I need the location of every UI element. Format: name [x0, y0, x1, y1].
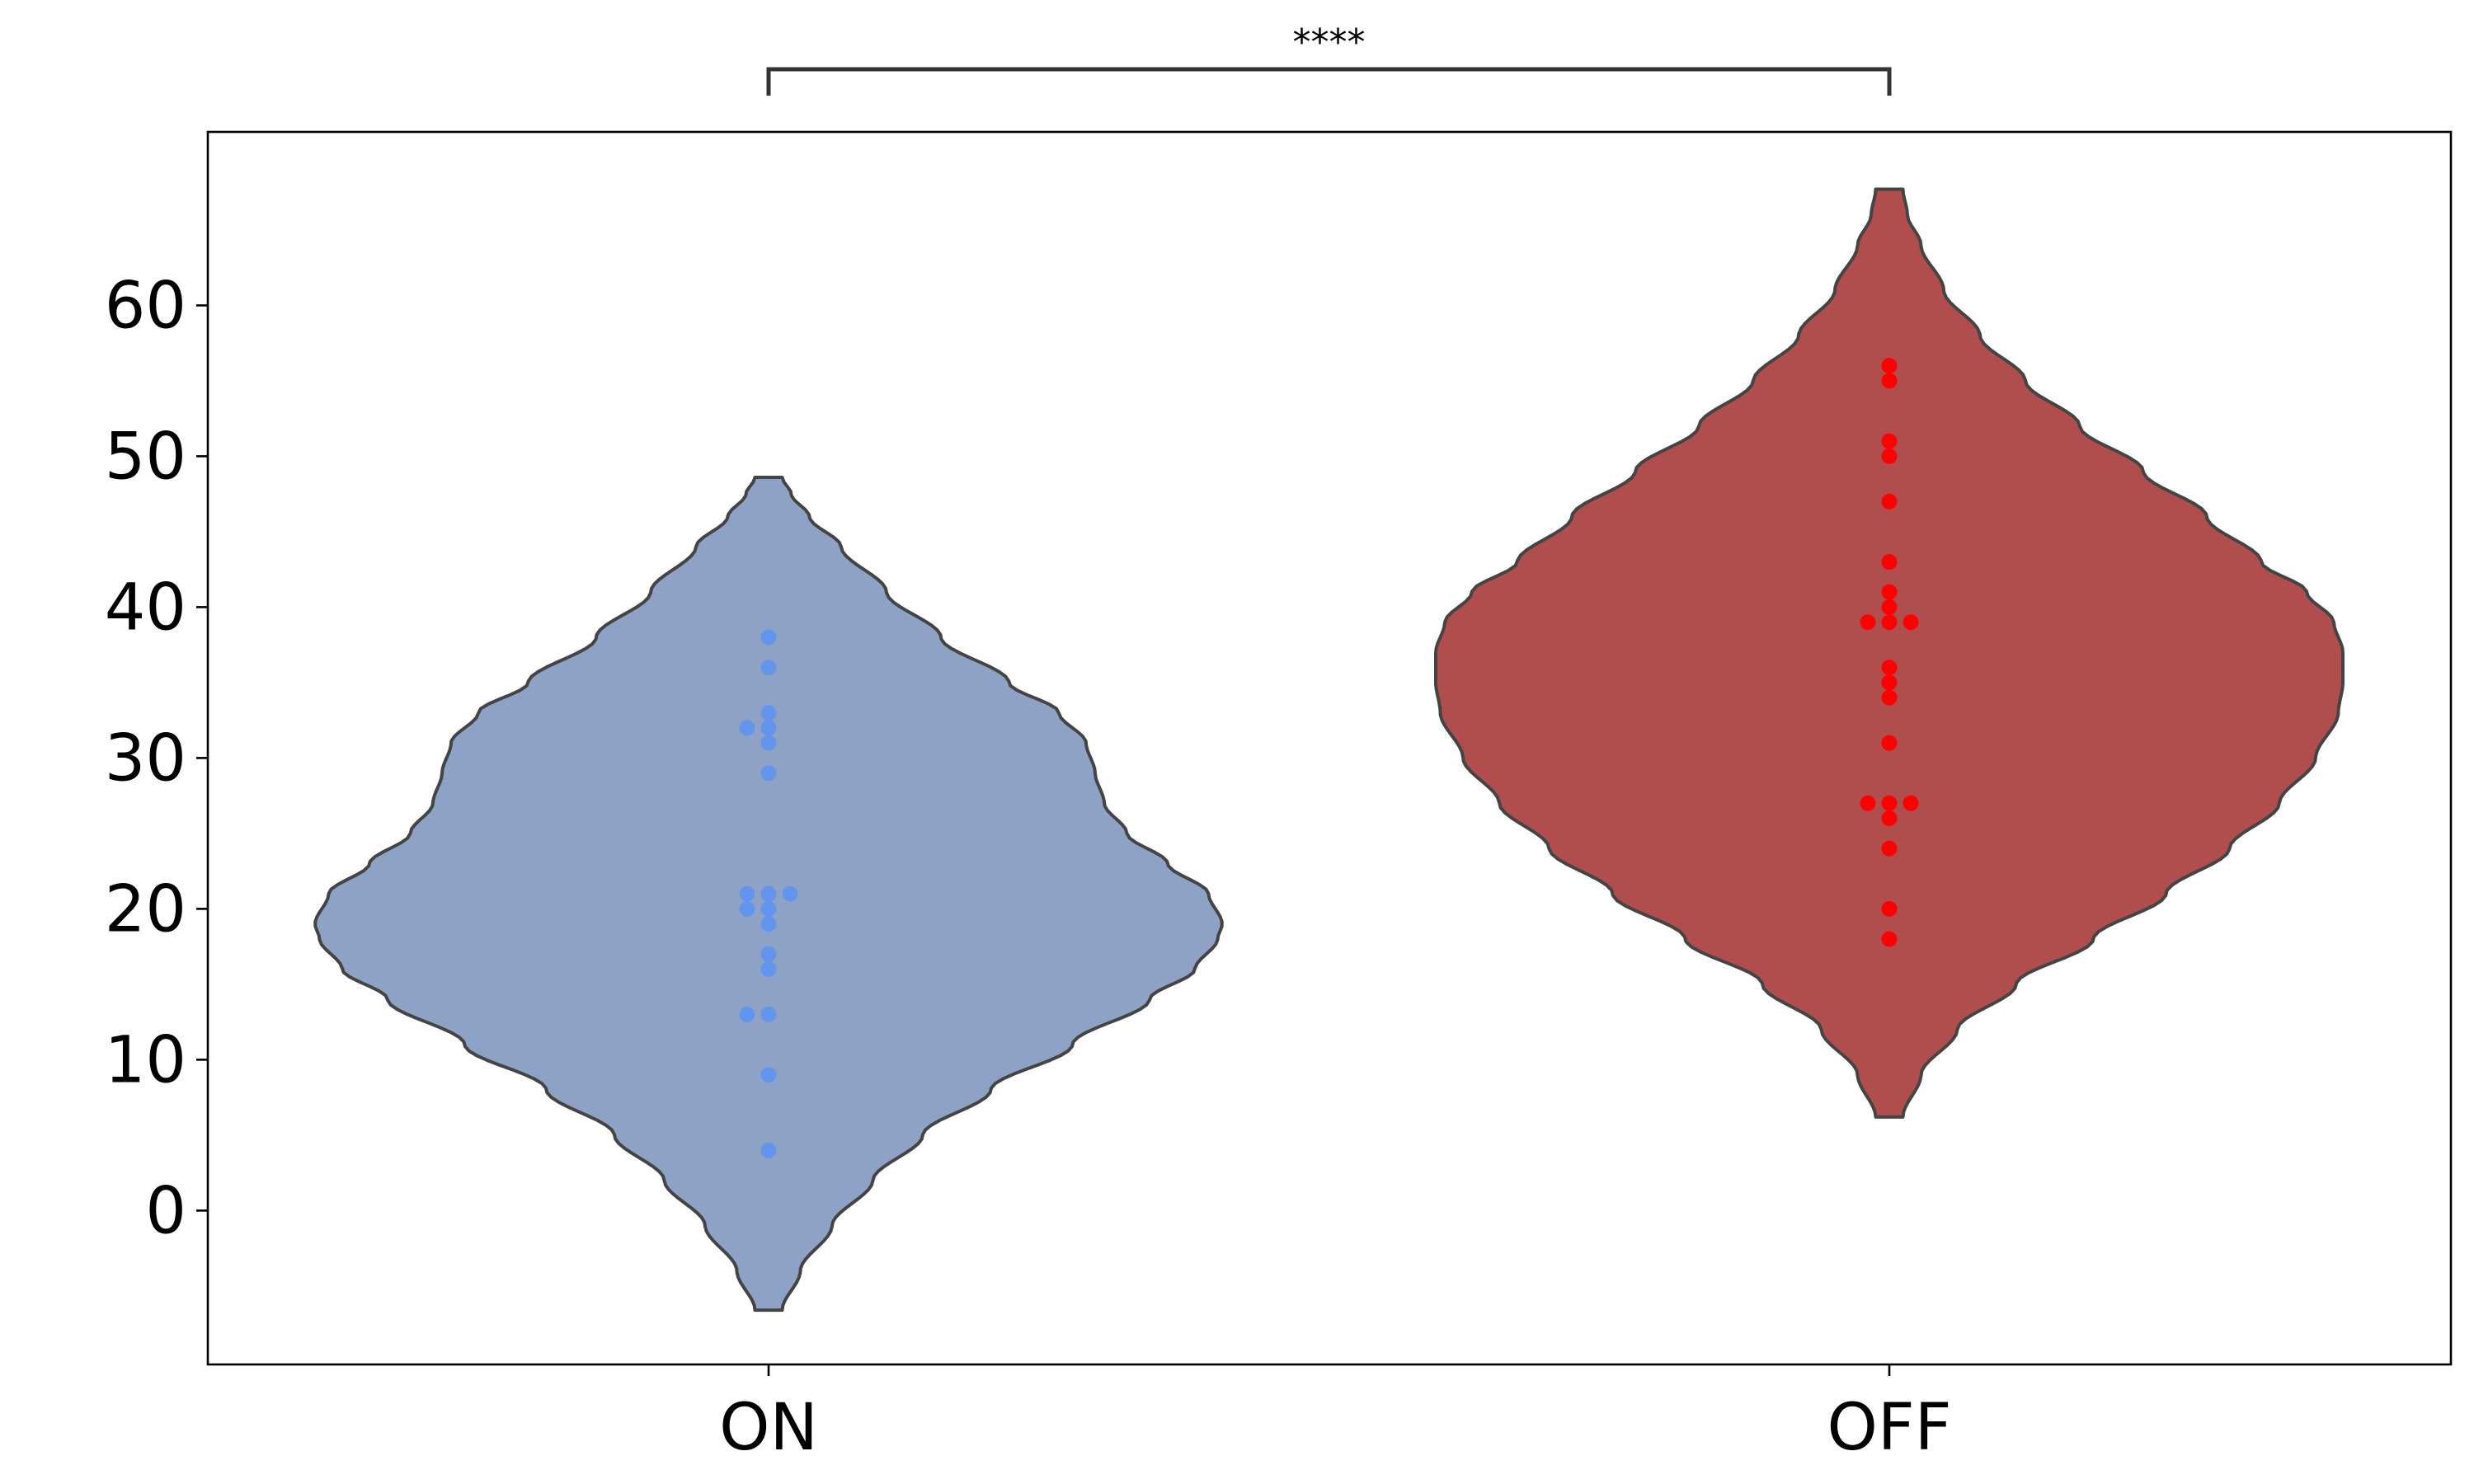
data-point-off	[1881, 373, 1898, 389]
data-point-on	[760, 629, 777, 646]
data-point-off	[1903, 795, 1919, 811]
data-point-on	[760, 961, 777, 978]
data-point-on	[760, 765, 777, 782]
data-point-on	[760, 885, 777, 902]
data-point-off	[1881, 433, 1898, 449]
data-point-off	[1881, 735, 1898, 751]
data-point-off	[1881, 689, 1898, 706]
y-tick-label: 60	[105, 269, 186, 343]
violin-off	[1434, 187, 2345, 1119]
data-point-off	[1881, 900, 1898, 917]
data-point-off	[1860, 795, 1876, 811]
y-tick-label: 40	[105, 571, 186, 645]
significance-bracket	[766, 67, 1892, 96]
data-point-off	[1881, 614, 1898, 631]
data-point-on	[739, 720, 755, 736]
data-point-on	[760, 660, 777, 676]
data-point-on	[782, 885, 798, 902]
data-point-off	[1881, 674, 1898, 691]
data-point-off	[1881, 599, 1898, 615]
data-point-on	[739, 1007, 755, 1022]
data-point-off	[1881, 840, 1898, 857]
significance-label: ****	[1293, 21, 1366, 63]
data-point-on	[760, 705, 777, 721]
data-point-off	[1881, 931, 1898, 947]
data-point-on	[739, 885, 755, 902]
significance-annotation: ****	[766, 21, 1892, 96]
data-point-on	[760, 946, 777, 962]
data-point-on	[760, 916, 777, 932]
plot-frame	[206, 130, 2453, 1366]
data-point-off	[1881, 810, 1898, 827]
data-point-off	[1881, 493, 1898, 510]
data-point-off	[1881, 795, 1898, 811]
data-point-off	[1881, 448, 1898, 464]
data-point-off	[1881, 660, 1898, 676]
data-point-on	[760, 735, 777, 751]
x-axis: ON OFF	[719, 1364, 1952, 1465]
y-tick-label: 50	[105, 420, 186, 494]
data-point-off	[1881, 358, 1898, 374]
y-tick-label: 0	[145, 1174, 186, 1248]
y-tick-label: 10	[105, 1023, 186, 1097]
data-point-off	[1903, 614, 1919, 631]
data-point-on	[739, 900, 755, 917]
data-point-off	[1881, 584, 1898, 600]
data-point-on	[760, 1142, 777, 1158]
data-point-on	[760, 900, 777, 917]
data-point-off	[1881, 554, 1898, 570]
data-point-on	[760, 1067, 777, 1083]
y-tick-label: 20	[105, 872, 186, 946]
y-tick-label: 30	[105, 721, 186, 796]
data-point-on	[760, 1007, 777, 1022]
x-category-label-off: OFF	[1827, 1391, 1951, 1465]
data-point-on	[760, 720, 777, 736]
points-layer	[739, 358, 1919, 1158]
y-axis: 0 10 20 30 40 50 60	[105, 269, 208, 1248]
x-category-label-on: ON	[719, 1391, 818, 1465]
data-point-off	[1860, 614, 1876, 631]
